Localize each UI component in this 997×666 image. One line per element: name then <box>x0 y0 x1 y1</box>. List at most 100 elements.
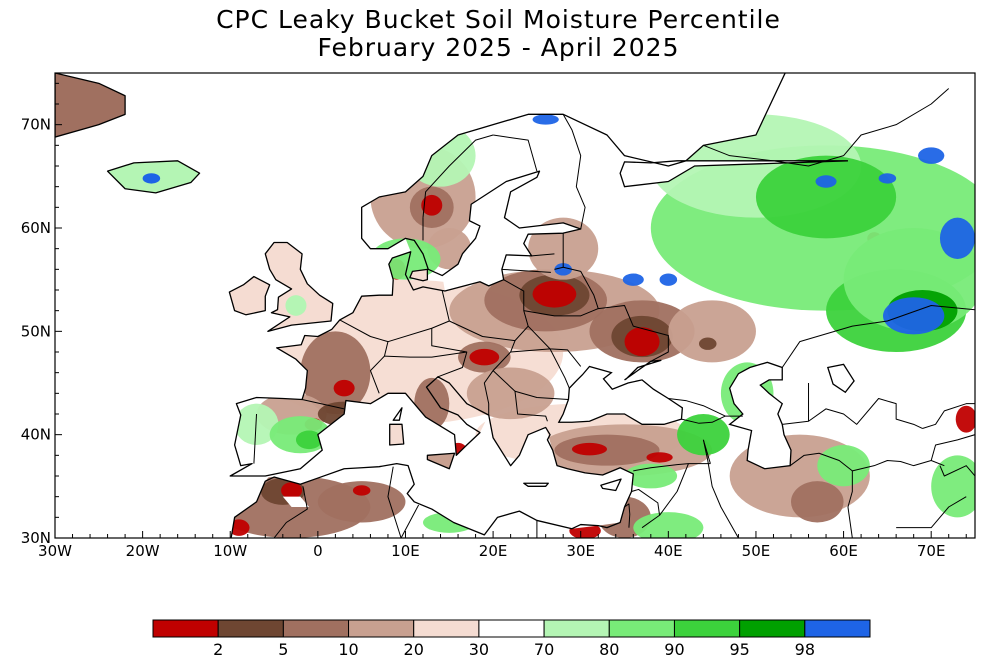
map-body <box>55 73 975 538</box>
country-border <box>273 486 308 538</box>
moisture-region <box>659 273 678 286</box>
moisture-region <box>281 482 303 499</box>
country-border <box>387 466 402 538</box>
map-frame <box>54 72 976 539</box>
moisture-region <box>668 300 756 363</box>
x-tick-label: 10E <box>391 542 420 560</box>
country-border <box>781 305 975 368</box>
moisture-region <box>699 337 717 350</box>
moisture-region <box>352 485 371 496</box>
country-border <box>514 391 548 422</box>
island-polygon <box>427 453 455 469</box>
x-tick-label: 60E <box>829 542 858 560</box>
country-border <box>339 319 389 394</box>
longitude-axis: 30W 20W 10W 0 10E 20E 30E 40E 50E 60E 70E <box>38 531 967 560</box>
country-border <box>501 268 551 273</box>
country-border <box>631 488 661 516</box>
colorbar-label: 2 <box>213 640 224 659</box>
moisture-region <box>955 405 975 433</box>
y-tick-label: 50N <box>21 322 51 340</box>
moisture-region <box>571 442 607 456</box>
country-border <box>641 463 689 529</box>
moisture-region <box>532 114 559 125</box>
coastline <box>409 268 429 282</box>
country-border <box>253 413 258 464</box>
coastline <box>389 423 405 446</box>
country-border <box>896 496 967 529</box>
country-border <box>301 399 345 410</box>
island-polygon <box>600 479 622 491</box>
colorbar-swatch <box>348 619 415 638</box>
coastline <box>523 482 549 487</box>
country-border <box>633 463 711 472</box>
y-tick-label: 70N <box>21 116 51 134</box>
soil-moisture-field <box>55 73 975 538</box>
moisture-region <box>931 455 975 518</box>
island-polygon <box>229 276 270 315</box>
colorbar-swatch <box>152 619 219 638</box>
colorbar-label: 70 <box>533 640 555 659</box>
island-polygon <box>523 483 549 487</box>
colorbar-label: 90 <box>664 640 685 659</box>
sea-coastline <box>557 365 684 425</box>
moisture-region <box>295 430 323 450</box>
moisture-region <box>646 452 673 463</box>
map-subtitle: February 2025 - April 2025 <box>317 33 680 62</box>
colorbar-label: 95 <box>729 640 750 659</box>
sea-mask <box>620 160 848 187</box>
moisture-region <box>300 331 371 414</box>
sea-mask <box>558 366 683 425</box>
colorbar-label: 30 <box>468 640 490 659</box>
moisture-region <box>883 297 945 335</box>
coastline <box>106 160 201 194</box>
country-border <box>527 325 582 367</box>
colorbar <box>152 619 871 638</box>
atlantic-mask <box>55 73 786 538</box>
moisture-region <box>817 445 870 487</box>
colorbar-swatch <box>739 619 806 638</box>
country-border <box>702 439 711 464</box>
y-tick-label: 40N <box>21 426 51 444</box>
colorbar-label: 20 <box>403 640 424 659</box>
moisture-region <box>466 367 555 420</box>
moisture-region <box>815 175 837 188</box>
country-border <box>523 305 669 362</box>
country-border <box>384 351 467 358</box>
colorbar-swatch <box>413 619 480 638</box>
moisture-region <box>532 280 577 308</box>
moisture-region <box>624 327 660 357</box>
country-border <box>387 290 450 343</box>
colorbar-swatch <box>804 619 871 638</box>
coastline <box>600 478 622 492</box>
latitude-axis: 30N 40N 50N 60N 70N <box>21 82 62 547</box>
moisture-region <box>622 273 644 286</box>
x-tick-label: 20E <box>479 542 508 560</box>
colorbar-swatch <box>543 619 610 638</box>
x-tick-label: 0 <box>313 542 323 560</box>
colorbar-swatch <box>608 619 675 638</box>
x-tick-label: 50E <box>742 542 771 560</box>
moisture-region <box>677 414 730 456</box>
sea-coastline <box>728 361 792 470</box>
iceland-wet-spot <box>142 173 161 184</box>
moisture-region <box>421 194 443 216</box>
sea-coastline <box>624 359 662 381</box>
x-tick-label: 30W <box>38 542 72 560</box>
coastline <box>228 275 271 316</box>
coastline <box>55 73 126 138</box>
moisture-region <box>878 173 897 184</box>
country-border <box>930 434 975 461</box>
x-tick-label: 20W <box>126 542 160 560</box>
x-tick-label: 10W <box>213 542 247 560</box>
island-polygon <box>409 269 428 281</box>
island-polygon <box>265 242 333 332</box>
greenland-dry-spot <box>63 83 117 115</box>
sea-coastline <box>619 160 848 188</box>
moisture-region <box>939 217 975 259</box>
sea-mask <box>282 496 310 507</box>
moisture-region <box>234 403 279 446</box>
country-border <box>492 370 516 392</box>
country-border <box>681 415 726 424</box>
country-border <box>493 134 538 172</box>
colorbar-label: 98 <box>794 640 815 659</box>
